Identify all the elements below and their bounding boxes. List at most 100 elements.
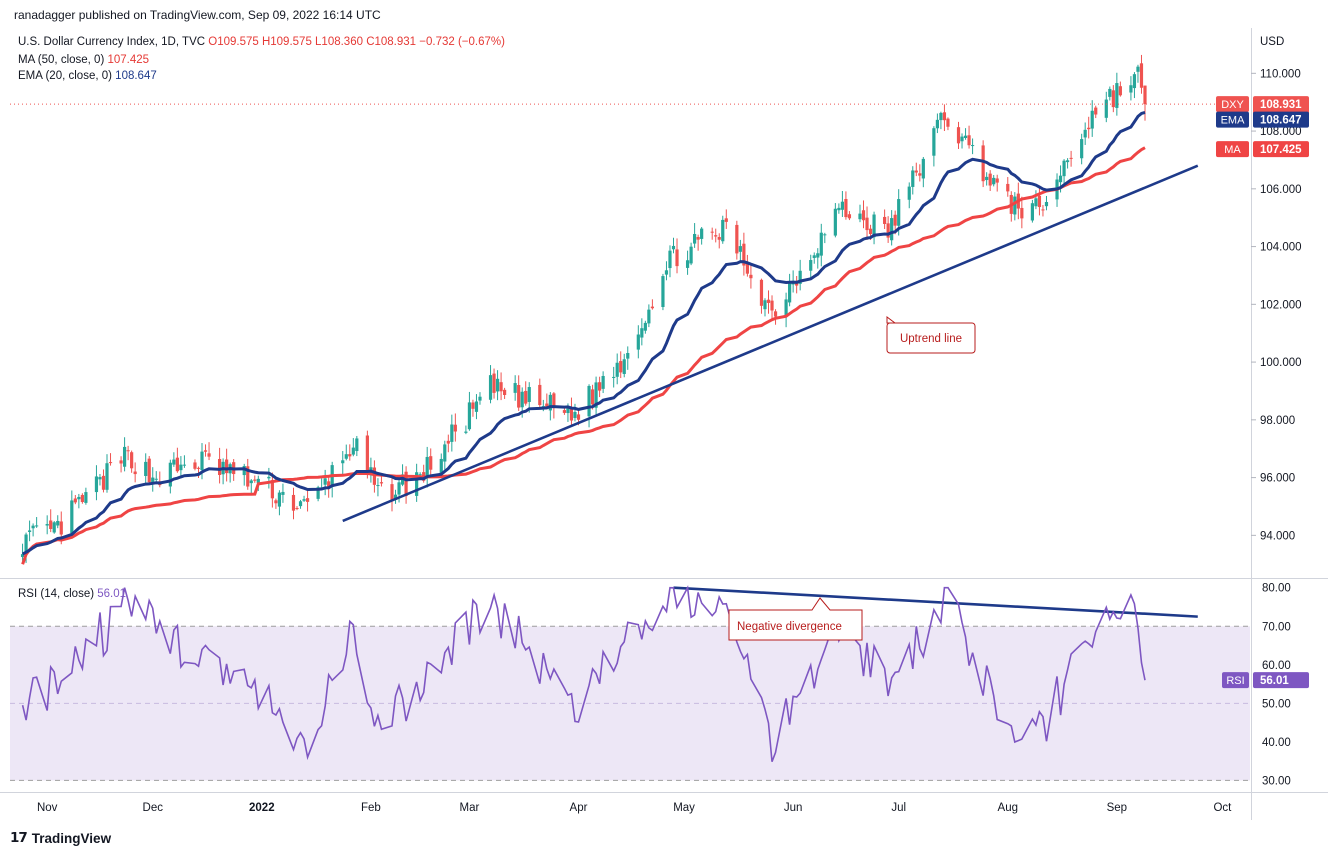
candle-body [207, 453, 211, 457]
rsi-axis[interactable]: 80.00 70.00 60.00 50.00 40.00 30.00 [1262, 583, 1291, 788]
candle [1037, 186, 1042, 216]
candle [344, 444, 348, 461]
ema-badge-name: EMA [1221, 115, 1246, 127]
candle-body [858, 213, 862, 220]
candle-body [267, 476, 271, 479]
candle [1044, 195, 1049, 211]
candle-body [77, 496, 81, 500]
candle-body [745, 262, 749, 274]
price-tick-label: 102.000 [1260, 299, 1302, 311]
candle-body [492, 373, 496, 393]
price-axis[interactable]: USD 110.000 108.000 106.000 104.000 102.000 10… [1251, 36, 1302, 542]
candle-body [217, 458, 222, 475]
candle-body [443, 444, 447, 462]
candle-body [35, 525, 39, 527]
candle [281, 483, 285, 503]
candle [1034, 190, 1038, 210]
ema-legend[interactable]: EMA (20, close, 0) 108.647 [18, 70, 157, 82]
price-tick-label: 110.000 [1260, 68, 1301, 80]
candle-body [1143, 85, 1147, 105]
candle [196, 466, 201, 478]
dxy-badge-value: 108.931 [1260, 99, 1302, 111]
candle-body [562, 410, 567, 413]
tradingview-logo[interactable]: 17 TradingView [10, 830, 111, 846]
candle-body [172, 459, 176, 465]
uptrend-callout[interactable]: Uptrend line [886, 316, 976, 354]
candle-body [175, 457, 179, 472]
candle-body [291, 494, 296, 511]
divergence-callout[interactable]: Negative divergence [728, 597, 863, 641]
candle-body [1006, 183, 1010, 192]
rsi-line[interactable] [21, 585, 1146, 762]
ma-badge[interactable]: MA 107.425 [1216, 141, 1309, 158]
candle-body [503, 389, 507, 396]
candle-body [344, 454, 348, 459]
uptrend-line[interactable] [342, 164, 1199, 523]
ema20-line[interactable] [21, 110, 1146, 556]
candle-body [1044, 201, 1049, 207]
candle [1030, 199, 1035, 223]
symbol-line[interactable]: U.S. Dollar Currency Index, 1D, TVC [18, 36, 206, 48]
candle-body [552, 393, 556, 409]
candle [985, 172, 989, 186]
candle [668, 245, 672, 278]
divergence-trendline[interactable] [673, 586, 1198, 618]
ma-badge-value-box [1253, 141, 1309, 158]
candle [246, 458, 250, 490]
candle-body [323, 478, 327, 485]
symbol-legend: U.S. Dollar Currency Index, 1D, TVC O109… [18, 36, 505, 48]
candle [443, 440, 447, 470]
candle [217, 447, 222, 484]
candle-body [865, 217, 869, 231]
candle-body [517, 385, 521, 408]
candle [84, 487, 88, 505]
candle-body [1083, 129, 1087, 138]
rsi-badge[interactable]: RSI 56.01 [1222, 672, 1309, 689]
candle-body [861, 210, 866, 221]
candle-body [418, 474, 422, 476]
candle-body [126, 450, 130, 452]
candlestick-series[interactable] [20, 54, 1147, 563]
candle-body [1034, 198, 1038, 207]
ma-legend[interactable]: MA (50, close, 0) 107.425 [18, 54, 149, 66]
candle-body [154, 478, 158, 480]
candle [249, 479, 253, 494]
candle-body [883, 216, 887, 225]
rsi-tick-label: 50.00 [1262, 698, 1291, 710]
candle-body [935, 119, 939, 129]
candle-body [1118, 86, 1122, 96]
candle [179, 456, 183, 478]
candle [471, 399, 475, 417]
publisher-line: ranadagger published on TradingView.com,… [14, 8, 381, 22]
candle-body [1094, 107, 1098, 115]
candle-body [1139, 63, 1144, 88]
candle-body [105, 463, 109, 490]
candle [696, 234, 700, 251]
ema-badge[interactable]: EMA 108.647 [1216, 111, 1309, 128]
candle-body [439, 458, 443, 473]
candle [119, 456, 123, 473]
candle [221, 458, 225, 485]
candle-body [981, 145, 985, 182]
ma50-line[interactable] [21, 146, 1146, 565]
ma-badge-name-box [1216, 141, 1249, 158]
candle [861, 200, 866, 229]
candle [77, 493, 81, 509]
candle [693, 223, 697, 248]
candle [738, 239, 742, 262]
candle-body [622, 359, 626, 374]
candle-body [242, 466, 246, 476]
candle [101, 469, 106, 493]
candle-body [56, 520, 60, 526]
candle [291, 487, 296, 520]
rsi-legend[interactable]: RSI (14, close) 56.01 [18, 588, 126, 600]
candle [819, 223, 823, 267]
candle-body [393, 494, 398, 500]
candle-body [985, 176, 989, 181]
candle-body [636, 334, 640, 350]
candle-body [886, 223, 890, 238]
ma-badge-value: 107.425 [1260, 144, 1302, 156]
candle [94, 465, 99, 501]
time-axis[interactable]: Nov Dec 2022 Feb Mar Apr May Jun Jul Aug Sep Oct [37, 802, 1232, 814]
